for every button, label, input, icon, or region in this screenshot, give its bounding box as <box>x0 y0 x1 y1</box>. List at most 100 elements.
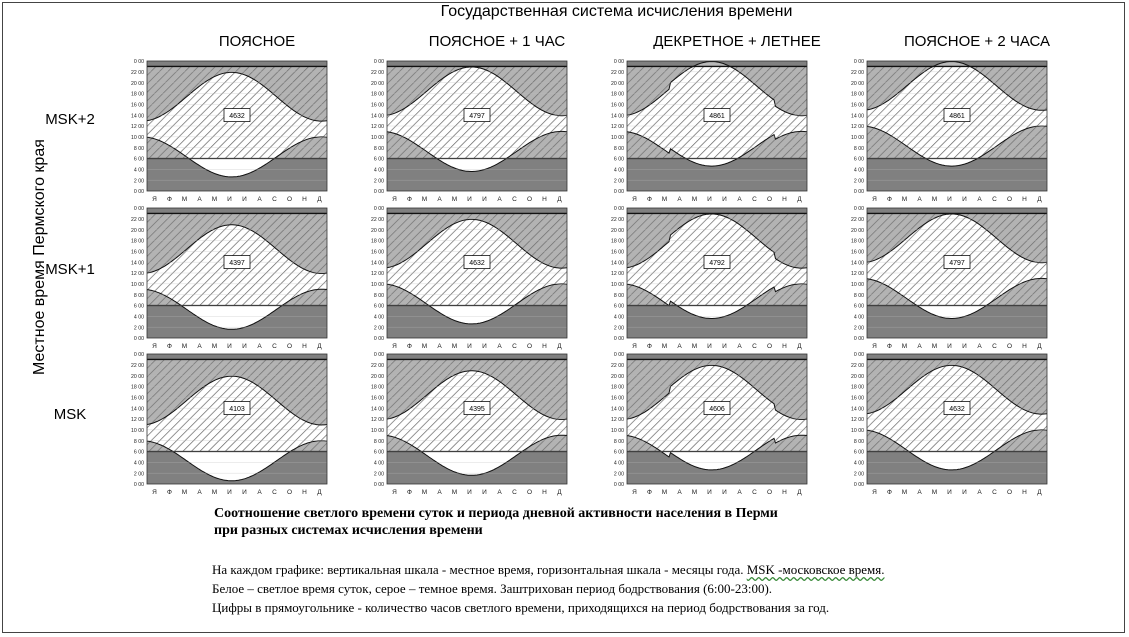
y-tick-label: 12 00 <box>131 417 144 423</box>
y-tick-label: 6 00 <box>374 157 384 163</box>
value-box <box>463 255 491 269</box>
y-tick-label: 4 00 <box>614 168 624 174</box>
y-tick-label: 8 00 <box>374 146 384 152</box>
x-tick-label: С <box>272 343 277 350</box>
x-tick-label: О <box>287 343 292 350</box>
y-tick-label: 6 00 <box>614 450 624 456</box>
x-tick-label: И <box>707 489 712 496</box>
x-tick-label: О <box>527 343 532 350</box>
y-tick-label: 20 00 <box>371 81 384 87</box>
x-tick-label: И <box>242 489 247 496</box>
evening-dark-overlay <box>627 359 807 420</box>
x-tick-label: Д <box>317 343 322 350</box>
x-tick-label: Н <box>782 489 787 496</box>
x-tick-label: Ф <box>167 196 172 203</box>
x-tick-label: Ф <box>887 489 892 496</box>
chart-panel: 0 00 2 00 4 00 6 00 8 00 10 00 12 00 14 00 16 00… <box>371 206 568 350</box>
y-tick-label: 0 00 <box>134 336 144 342</box>
x-tick-label: Я <box>872 343 877 350</box>
x-tick-label: Ф <box>887 343 892 350</box>
x-tick-label: И <box>722 196 727 203</box>
y-tick-label: 20 00 <box>851 374 864 380</box>
y-tick-label: 22 00 <box>611 217 624 223</box>
chart-panel: 0 00 2 00 4 00 6 00 8 00 10 00 12 00 14 00 16 00… <box>131 206 328 350</box>
sunset-line <box>866 213 1048 264</box>
y-tick-label: 8 00 <box>854 146 864 152</box>
x-tick-label: М <box>932 343 937 350</box>
y-tick-label: 4 00 <box>854 315 864 321</box>
x-tick-label: И <box>242 196 247 203</box>
value-box <box>223 255 251 269</box>
y-tick-label: 14 00 <box>371 260 384 266</box>
x-tick-label: А <box>917 343 922 350</box>
y-tick-label: 18 00 <box>611 92 624 98</box>
x-tick-label: Ф <box>407 343 412 350</box>
y-tick-label: 6 00 <box>134 450 144 456</box>
y-tick-label: 12 00 <box>131 271 144 277</box>
x-tick-label: М <box>692 489 697 496</box>
y-tick-label: 16 00 <box>131 103 144 109</box>
x-tick-label: А <box>737 343 742 350</box>
evening-dark-overlay <box>387 66 567 116</box>
x-tick-label: М <box>902 343 907 350</box>
sunrise-line <box>386 283 568 325</box>
y-tick-label: 10 00 <box>131 282 144 288</box>
y-tick-label: 4 00 <box>854 168 864 174</box>
y-tick-label: 2 00 <box>374 178 384 184</box>
y-tick-label: 4 00 <box>614 315 624 321</box>
sunset-line <box>146 375 328 426</box>
y-tick-label: 22 00 <box>851 363 864 369</box>
y-tick-label: 14 00 <box>851 113 864 119</box>
chart-panel: 0 00 2 00 4 00 6 00 8 00 10 00 12 00 14 00 16 00… <box>851 352 1048 496</box>
sunset-line <box>866 60 1048 111</box>
y-tick-label: 6 00 <box>854 450 864 456</box>
y-tick-label: 18 00 <box>851 385 864 391</box>
x-tick-label: Я <box>632 343 637 350</box>
y-tick-label: 20 00 <box>371 228 384 234</box>
x-tick-label: А <box>977 343 982 350</box>
x-tick-label: А <box>677 343 682 350</box>
y-tick-label: 2 00 <box>854 471 864 477</box>
notes-line-1: На каждом графике: вертикальная шкала - … <box>212 560 885 579</box>
x-tick-label: Ф <box>407 196 412 203</box>
y-tick-label: 22 00 <box>371 217 384 223</box>
x-tick-label: Д <box>1037 489 1042 496</box>
x-tick-label: О <box>767 343 772 350</box>
y-tick-label: 10 00 <box>131 428 144 434</box>
value-label: 4632 <box>469 260 485 267</box>
y-tick-label: 4 00 <box>134 461 144 467</box>
y-tick-label: 20 00 <box>851 228 864 234</box>
y-tick-label: 0 00 <box>854 352 864 358</box>
x-tick-label: О <box>527 489 532 496</box>
x-tick-label: М <box>212 196 217 203</box>
morning-dark-overlay <box>867 278 1047 306</box>
x-tick-label: И <box>482 343 487 350</box>
sunset-line <box>866 364 1048 415</box>
x-tick-label: Д <box>1037 196 1042 203</box>
x-tick-label: С <box>992 196 997 203</box>
x-tick-label: Н <box>1022 343 1027 350</box>
y-tick-label: 6 00 <box>134 157 144 163</box>
y-tick-label: 0 00 <box>614 206 624 212</box>
x-tick-label: М <box>212 489 217 496</box>
y-tick-label: 20 00 <box>611 374 624 380</box>
y-tick-label: 12 00 <box>371 417 384 423</box>
x-tick-label: А <box>497 196 502 203</box>
x-tick-label: А <box>437 343 442 350</box>
chart-notes: На каждом графике: вертикальная шкала - … <box>212 560 885 617</box>
x-tick-label: Н <box>542 489 547 496</box>
x-tick-label: А <box>197 489 202 496</box>
x-tick-label: М <box>452 343 457 350</box>
y-tick-label: 10 00 <box>851 135 864 141</box>
x-tick-label: А <box>437 489 442 496</box>
x-tick-label: О <box>1007 489 1012 496</box>
y-tick-label: 14 00 <box>851 260 864 266</box>
y-tick-label: 16 00 <box>611 103 624 109</box>
y-tick-label: 0 00 <box>134 189 144 195</box>
x-tick-label: М <box>452 196 457 203</box>
y-tick-label: 16 00 <box>611 250 624 256</box>
evening-dark-overlay <box>627 61 807 116</box>
y-tick-label: 6 00 <box>854 304 864 310</box>
y-tick-label: 20 00 <box>851 81 864 87</box>
